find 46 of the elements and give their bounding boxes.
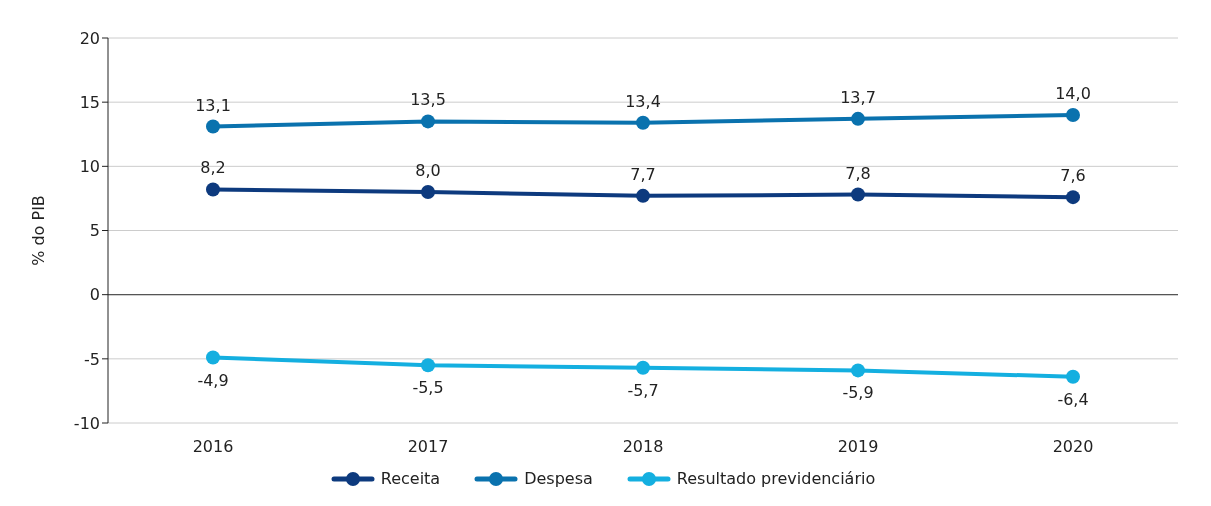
point	[421, 358, 435, 373]
data-label: 13,7	[840, 87, 876, 107]
y-tick-label: 5	[89, 221, 100, 241]
point	[1066, 190, 1080, 205]
x-tick-label: 2016	[192, 437, 234, 457]
y-tick-label: 20	[79, 28, 100, 48]
data-label: -5,7	[627, 380, 659, 400]
data-label: -5,9	[842, 383, 874, 403]
data-label: 13,5	[410, 90, 446, 110]
data-label: 7,6	[1060, 166, 1086, 186]
y-tick-label: 10	[79, 157, 100, 177]
data-label: -4,9	[197, 370, 229, 390]
x-tick-label: 2019	[837, 437, 879, 457]
point	[851, 111, 865, 126]
y-tick-label: 0	[89, 285, 100, 305]
y-tick-label: -10	[73, 413, 100, 433]
legend-label: Resultado previdenciário	[676, 469, 876, 488]
x-tick-label: 2018	[622, 437, 664, 457]
point	[636, 115, 650, 130]
point	[206, 182, 220, 197]
legend-label: Despesa	[524, 469, 593, 488]
y-axis-title: % do PIB	[28, 195, 48, 266]
point	[636, 360, 650, 375]
point	[421, 114, 435, 129]
point	[206, 119, 220, 134]
point	[851, 187, 865, 202]
point	[206, 350, 220, 365]
point	[1066, 369, 1080, 384]
point	[851, 363, 865, 378]
data-label: 13,4	[625, 91, 661, 111]
data-label: 13,1	[195, 95, 231, 115]
data-label: 7,7	[630, 164, 656, 184]
data-label: 14,0	[1055, 84, 1091, 103]
point	[421, 185, 435, 199]
data-label: 8,0	[415, 161, 441, 180]
point	[636, 188, 650, 203]
data-label: 8,2	[200, 158, 226, 178]
data-label: -6,4	[1057, 389, 1089, 409]
data-label: 7,8	[845, 163, 871, 183]
x-tick-label: 2017	[407, 437, 449, 457]
x-tick-label: 2020	[1052, 437, 1094, 457]
data-label: -5,5	[412, 378, 444, 398]
y-tick-label: 15	[79, 92, 100, 112]
legend-label: Receita	[380, 469, 441, 488]
y-tick-label: -5	[84, 349, 100, 369]
point	[1066, 108, 1080, 122]
